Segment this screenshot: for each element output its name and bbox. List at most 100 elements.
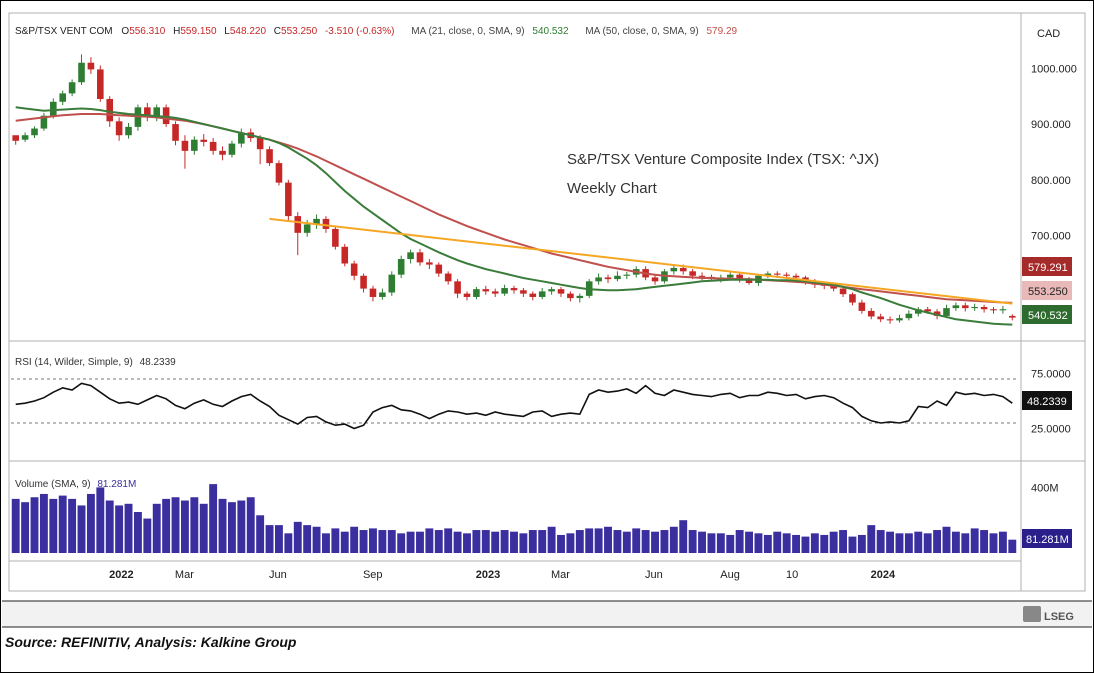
candle-body xyxy=(369,288,377,297)
candle-body xyxy=(726,274,734,278)
rsi-tick-label: 25.0000 xyxy=(1031,424,1071,436)
volume-bar xyxy=(839,530,848,553)
candle-body xyxy=(191,139,198,151)
candle-body xyxy=(924,309,931,312)
rsi-header: RSI (14, Wilder, Simple, 9) 48.2339 xyxy=(15,357,176,368)
candle-body xyxy=(256,138,264,150)
time-tick-label: 2024 xyxy=(871,569,896,581)
volume-bar xyxy=(322,533,330,553)
candle-body xyxy=(961,305,969,309)
volume-bar xyxy=(434,530,443,553)
candle-body xyxy=(999,309,1007,311)
header-high: 559.150 xyxy=(180,26,217,37)
time-tick-label: Mar xyxy=(175,569,194,581)
volume-bar xyxy=(331,528,340,553)
volume-bar xyxy=(613,530,622,553)
candle-body xyxy=(877,316,884,320)
volume-bar xyxy=(538,530,547,553)
ma50-legend-value: 579.29 xyxy=(706,26,737,37)
candle-body xyxy=(773,273,781,275)
volume-bar xyxy=(745,531,753,553)
volume-bar xyxy=(867,525,876,553)
candle-body xyxy=(285,182,292,217)
volume-bar xyxy=(857,534,866,553)
candle-body xyxy=(679,267,687,272)
time-tick-label: Jun xyxy=(269,569,287,581)
candle-body xyxy=(397,259,405,275)
volume-bar xyxy=(773,531,782,553)
candle-body xyxy=(830,285,837,289)
candle-body xyxy=(849,294,856,303)
volume-bar xyxy=(726,534,735,553)
volume-bar xyxy=(256,515,265,553)
volume-value-label: 81.281M xyxy=(1026,534,1069,546)
volume-bar xyxy=(735,530,744,553)
candle-body xyxy=(360,275,367,289)
candlesticks xyxy=(12,54,1016,324)
volume-bar xyxy=(406,531,415,553)
volume-bar xyxy=(820,534,829,553)
volume-bar xyxy=(303,525,312,553)
volume-bar xyxy=(970,528,979,553)
volume-bar xyxy=(594,528,603,553)
volume-bar xyxy=(275,525,283,553)
candle-body xyxy=(153,107,161,118)
volume-bar xyxy=(209,484,218,553)
volume-bar xyxy=(876,530,885,553)
volume-bar xyxy=(754,533,763,553)
candle-body xyxy=(905,313,913,319)
close-price-label: 553.250 xyxy=(1028,286,1068,298)
ma50-price-label: 579.291 xyxy=(1028,262,1068,274)
volume-bar xyxy=(801,536,810,553)
candle-body xyxy=(914,309,922,314)
volume-bar xyxy=(11,498,20,553)
volume-value-badge xyxy=(1022,529,1072,548)
candle-body xyxy=(454,281,461,294)
volume-bar xyxy=(133,512,142,553)
candle-body xyxy=(651,277,659,282)
volume-bar xyxy=(416,531,424,553)
candle-body xyxy=(68,82,76,94)
candle-body xyxy=(783,274,790,276)
candle-body xyxy=(228,143,236,155)
candle-body xyxy=(501,288,508,294)
candle-body xyxy=(332,228,339,247)
candle-body xyxy=(473,289,480,297)
price-tick-label: 1000.000 xyxy=(1031,63,1077,75)
header-close: 553.250 xyxy=(281,26,318,37)
volume-bar xyxy=(651,531,659,553)
volume-bar xyxy=(162,498,171,553)
volume-bar xyxy=(688,530,697,553)
candle-body xyxy=(115,121,123,136)
candle-body xyxy=(604,277,612,280)
volume-bar xyxy=(378,530,387,553)
volume-bar xyxy=(124,503,133,553)
volume-bar xyxy=(105,500,114,553)
time-axis-ticks: 2022 Mar Jun Sep 2023 Mar Jun Aug 10 2024 xyxy=(109,569,896,581)
time-tick-label: Jun xyxy=(645,569,663,581)
header-quote: S&P/TSX VENT COM O556.310 H559.150 L548.… xyxy=(15,26,738,37)
volume-bar xyxy=(895,533,904,553)
candle-body xyxy=(698,275,706,277)
volume-bar xyxy=(998,531,1007,553)
candle-body xyxy=(792,275,800,278)
volume-bar xyxy=(914,531,923,553)
candle-body xyxy=(745,280,753,284)
volume-bar xyxy=(444,528,453,553)
volume-bar xyxy=(218,498,227,553)
ma50-legend-label: MA (50, close, 0, SMA, 9) xyxy=(585,26,698,37)
candle-body xyxy=(576,295,584,299)
candle-body xyxy=(520,290,527,294)
candle-body xyxy=(219,150,226,155)
volume-bar xyxy=(622,531,631,553)
volume-bar xyxy=(961,533,970,553)
volume-bar xyxy=(30,497,39,553)
close-price-badge xyxy=(1022,281,1072,300)
candle-body xyxy=(12,135,19,141)
candle-body xyxy=(623,274,631,276)
ma21-line xyxy=(15,106,1013,326)
candle-body xyxy=(50,101,57,116)
candle-body xyxy=(980,307,988,310)
header-open-label: O xyxy=(121,26,129,37)
